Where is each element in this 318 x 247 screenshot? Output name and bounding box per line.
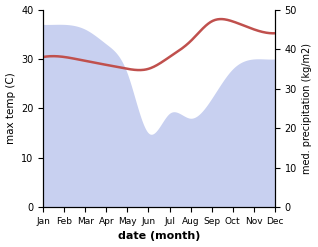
X-axis label: date (month): date (month) <box>118 231 200 242</box>
Y-axis label: max temp (C): max temp (C) <box>5 72 16 144</box>
Y-axis label: med. precipitation (kg/m2): med. precipitation (kg/m2) <box>302 43 313 174</box>
